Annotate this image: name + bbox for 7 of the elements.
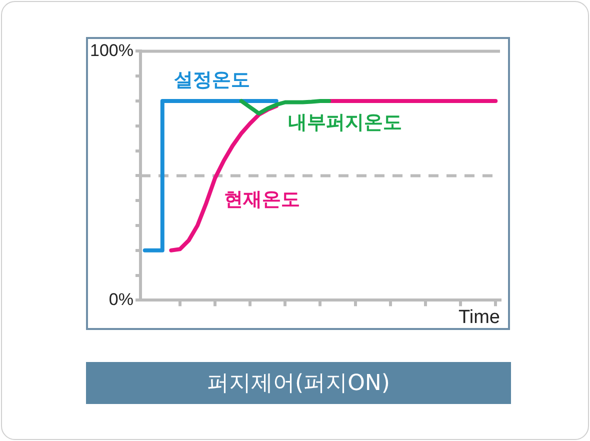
x-axis-title: Time [458, 306, 500, 328]
y-tick-label: 0% [108, 290, 134, 309]
series-label: 설정온도 [174, 69, 250, 92]
series-label: 현재온도 [224, 188, 300, 211]
text: 퍼지제어(퍼지ON) [86, 362, 511, 404]
y-tick-label: 100% [90, 40, 134, 60]
series-label: 내부퍼지온도 [288, 111, 402, 134]
